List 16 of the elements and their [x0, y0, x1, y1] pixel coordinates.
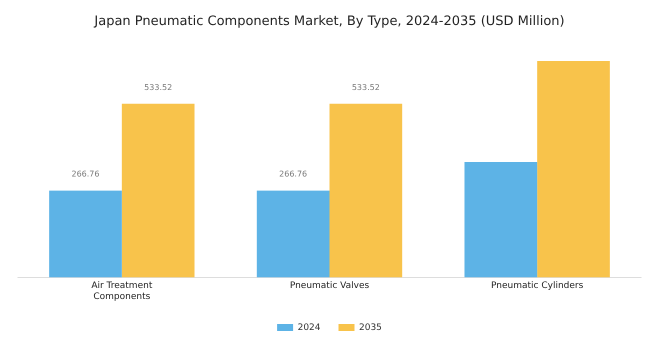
x-tick-label: Air Treatment Components: [91, 281, 153, 302]
legend-label: 2024: [298, 322, 321, 333]
x-tick-label: Pneumatic Cylinders: [491, 281, 584, 292]
bar: [464, 162, 538, 278]
data-label: 533.52: [144, 82, 172, 92]
data-label: 266.76: [279, 170, 308, 179]
legend-label: 2035: [359, 322, 382, 333]
data-label: 266.76: [71, 170, 100, 179]
data-label: 533.52: [352, 82, 380, 92]
bar: [330, 104, 402, 278]
chart-title: Japan Pneumatic Components Market, By Type, 2024-2035 (USD Million): [93, 14, 565, 30]
bar: [256, 190, 330, 278]
bar: [122, 104, 195, 278]
bar: [49, 190, 122, 278]
x-tick-label: Pneumatic Valves: [290, 281, 370, 292]
bar: [537, 60, 610, 278]
